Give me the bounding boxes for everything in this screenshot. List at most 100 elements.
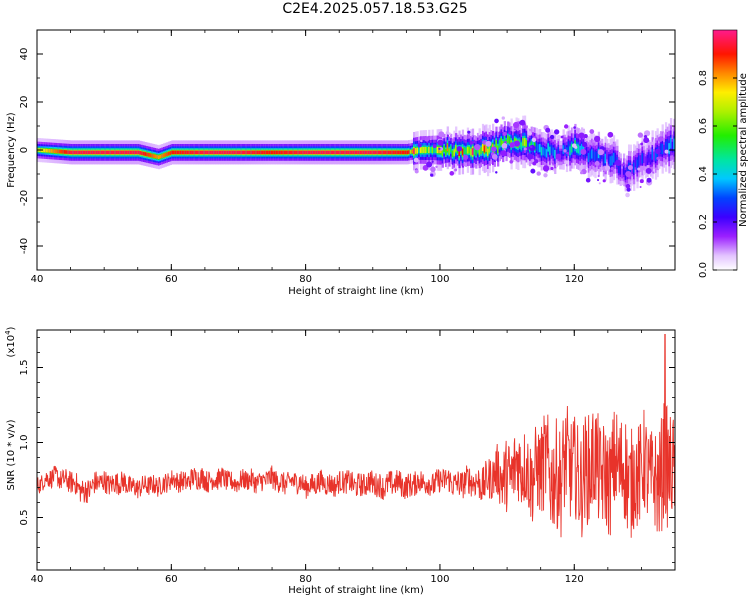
spectrogram-cell <box>654 150 658 161</box>
spectrogram-cell <box>268 150 271 155</box>
spectrogram-cell <box>416 147 419 154</box>
snr-scale-prefix: (x10 <box>6 335 17 358</box>
spectrogram-cell <box>151 153 154 158</box>
spectrogram-cell <box>503 134 507 143</box>
spectrogram-speckle <box>495 171 498 174</box>
spectrogram-cell <box>668 143 671 154</box>
spectrogram-cell <box>136 150 139 155</box>
spectrogram-cell <box>189 150 193 155</box>
spectrogram-cell <box>191 150 194 155</box>
spectrogram-cell <box>204 150 208 155</box>
spectrogram-cell <box>282 150 285 155</box>
spectrogram-cell <box>463 147 466 154</box>
spectrogram-cell <box>413 148 416 155</box>
spectrogram-marks <box>37 115 675 198</box>
spectrogram-cell <box>619 164 622 175</box>
spectrogram-cell <box>364 150 367 155</box>
spectrogram-cell <box>84 150 87 155</box>
spectrogram-cell <box>315 150 318 155</box>
spectrogram-cell <box>673 138 675 150</box>
spectrogram-cell <box>450 145 453 153</box>
spectrogram-speckle <box>502 131 507 136</box>
spectrogram-speckle <box>585 177 591 183</box>
spectrogram-cell <box>102 150 105 155</box>
colorbar-gradient <box>712 29 738 271</box>
spectrogram-cell <box>399 150 402 155</box>
spectrogram-cell <box>58 149 62 154</box>
svg-text:(x104): (x104) <box>4 326 17 357</box>
spectrogram-cell <box>105 150 109 155</box>
spectrogram-speckle <box>594 161 600 166</box>
spectrogram-cell <box>320 150 324 155</box>
spectrogram-cell <box>377 150 381 155</box>
spectrogram-cell <box>303 150 307 155</box>
spectrogram-cell <box>339 150 342 155</box>
spectrogram-speckle <box>527 131 533 136</box>
spectrogram-cell <box>144 152 147 156</box>
spectrogram-cell <box>181 150 184 155</box>
spectrogram-cell <box>55 149 58 154</box>
spectrogram-speckle <box>420 139 423 143</box>
spectrogram-cell <box>507 135 510 143</box>
spectrogram-cell <box>100 150 104 155</box>
spectrogram-speckle <box>430 173 434 177</box>
spectrogram-cell <box>99 150 102 155</box>
spectrogram-cell <box>203 150 206 155</box>
spectrogram-cell <box>117 150 120 155</box>
spectrogram-cell <box>567 141 570 151</box>
spectrogram-cell <box>198 150 201 155</box>
spectrogram-cell <box>208 150 211 155</box>
spectrogram-cell <box>97 150 100 155</box>
spectrogram-speckle <box>501 142 508 149</box>
spectrogram-cell <box>275 150 278 155</box>
spectrogram-cell <box>302 150 305 155</box>
spectrogram-cell <box>292 150 295 155</box>
spectrogram-cell <box>602 156 606 166</box>
spectrogram-speckle <box>513 129 516 132</box>
spectrogram-speckle <box>467 130 471 134</box>
spectrogram-cell <box>92 150 95 155</box>
spectrogram-cell <box>406 150 409 155</box>
spectrogram-cell <box>325 150 329 155</box>
spectrogram-speckle <box>592 142 595 146</box>
spectrogram-cell <box>352 150 355 155</box>
spectrogram-cell <box>669 137 673 149</box>
spectrogram-speckle <box>445 131 449 135</box>
snr-panel: 40 60 80 100 120 1.5 1.0 0.5 Height of straigh… <box>4 326 676 596</box>
spectrogram-cell <box>48 149 52 153</box>
spectrogram-speckle <box>424 136 430 142</box>
snr-y-tick-label: 1.0 <box>19 435 30 451</box>
spectrogram-cell <box>471 148 475 156</box>
snr-x-axis-label: Height of straight line (km) <box>288 585 424 596</box>
spectrogram-cell <box>396 150 399 155</box>
snr-x-tick-label: 120 <box>565 574 584 585</box>
spectrogram-cell <box>124 150 127 155</box>
spectrogram-speckle <box>598 182 601 185</box>
spectrogram-cell <box>557 146 560 156</box>
spectrogram-cell <box>196 150 199 155</box>
colorbar: 0.0 0.2 0.4 0.6 0.8 Normalized spectral ampl… <box>698 29 749 278</box>
spectrogram-cell <box>94 150 97 155</box>
spectrogram-cell <box>609 156 612 166</box>
spectrogram-cell <box>162 153 166 158</box>
spectrogram-speckle <box>501 116 505 120</box>
spectrogram-cell <box>356 150 359 155</box>
spectrogram-cell <box>483 145 486 153</box>
spectrogram-cell <box>241 150 245 155</box>
spectrogram-cell <box>523 137 527 146</box>
spectrogram-cell <box>436 146 439 154</box>
spectrogram-speckle <box>529 144 536 152</box>
snr-y-tick-label: 1.5 <box>19 360 30 376</box>
spectrogram-y-tick-label: -40 <box>19 238 30 254</box>
spectrogram-speckle <box>413 157 419 163</box>
snr-x-tick-label: 100 <box>430 574 449 585</box>
snr-y-axis-label: SNR (10 * v/v) <box>6 419 17 490</box>
spectrogram-speckle <box>438 147 441 150</box>
spectrogram-speckle <box>610 166 615 171</box>
spectrogram-x-tick-label: 60 <box>165 274 178 285</box>
spectrogram-cell <box>178 150 181 155</box>
spectrogram-speckle <box>438 131 445 138</box>
spectrogram-speckle <box>626 187 631 192</box>
spectrogram-cell <box>245 150 248 155</box>
spectrogram-speckle <box>583 133 588 139</box>
